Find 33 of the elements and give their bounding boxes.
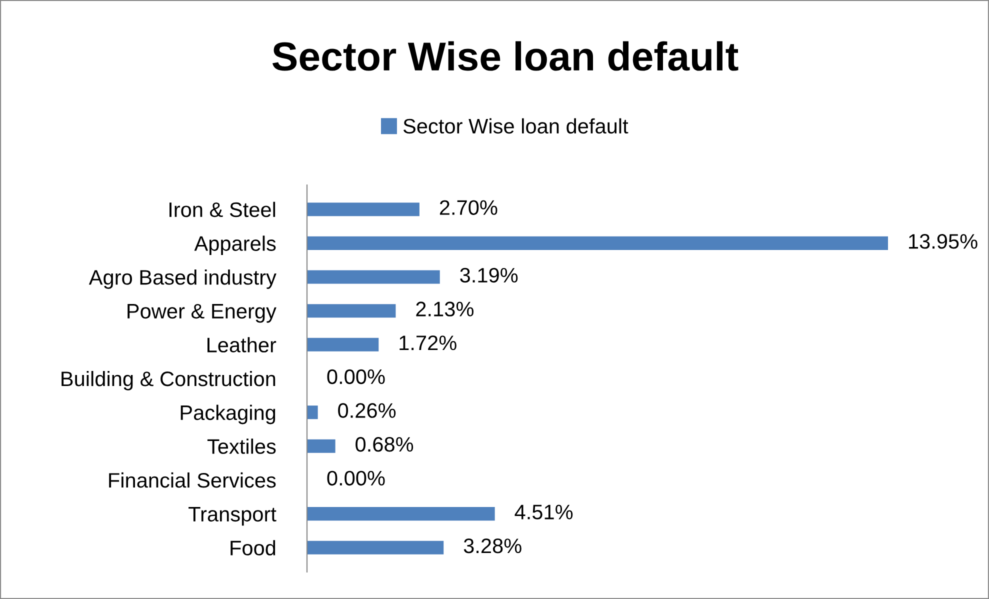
bar bbox=[307, 202, 420, 216]
y-tick-label: Power & Energy bbox=[128, 304, 276, 323]
data-label: 2.13% bbox=[416, 302, 474, 316]
y-tick-label: Leather bbox=[208, 337, 276, 352]
y-tick-label: Financial Services bbox=[109, 472, 276, 488]
y-tick-label: Agro Based industry bbox=[88, 269, 276, 289]
y-tick-label: Apparels bbox=[194, 236, 276, 256]
legend-label: Sector Wise loan default bbox=[403, 118, 628, 134]
data-label: 1.72% bbox=[400, 336, 456, 350]
bar bbox=[307, 406, 318, 420]
data-label: 0.26% bbox=[338, 403, 396, 418]
data-label: 0.00% bbox=[327, 369, 385, 384]
bar bbox=[307, 270, 440, 284]
data-label: 3.28% bbox=[464, 538, 522, 554]
bar bbox=[307, 338, 379, 352]
y-tick-label: Iron & Steel bbox=[170, 202, 276, 218]
chart-title: Sector Wise loan default bbox=[272, 41, 738, 71]
y-tick-label: Food bbox=[230, 540, 276, 556]
bar bbox=[307, 304, 396, 318]
y-tick-label: Building & Construction bbox=[62, 370, 276, 390]
bar bbox=[307, 236, 888, 250]
data-label: 0.68% bbox=[356, 436, 414, 452]
data-label: 13.95% bbox=[909, 234, 978, 249]
bar bbox=[307, 439, 336, 453]
data-label: 0.00% bbox=[327, 470, 385, 486]
y-tick-label: Packaging bbox=[180, 404, 276, 424]
data-label: 4.51% bbox=[514, 504, 573, 520]
y-tick-label: Textiles bbox=[207, 438, 276, 454]
y-tick-label: Transport bbox=[188, 507, 276, 526]
data-label: 2.70% bbox=[440, 200, 498, 215]
bar bbox=[307, 540, 444, 554]
data-label: 3.19% bbox=[460, 268, 518, 283]
bar bbox=[307, 507, 495, 521]
